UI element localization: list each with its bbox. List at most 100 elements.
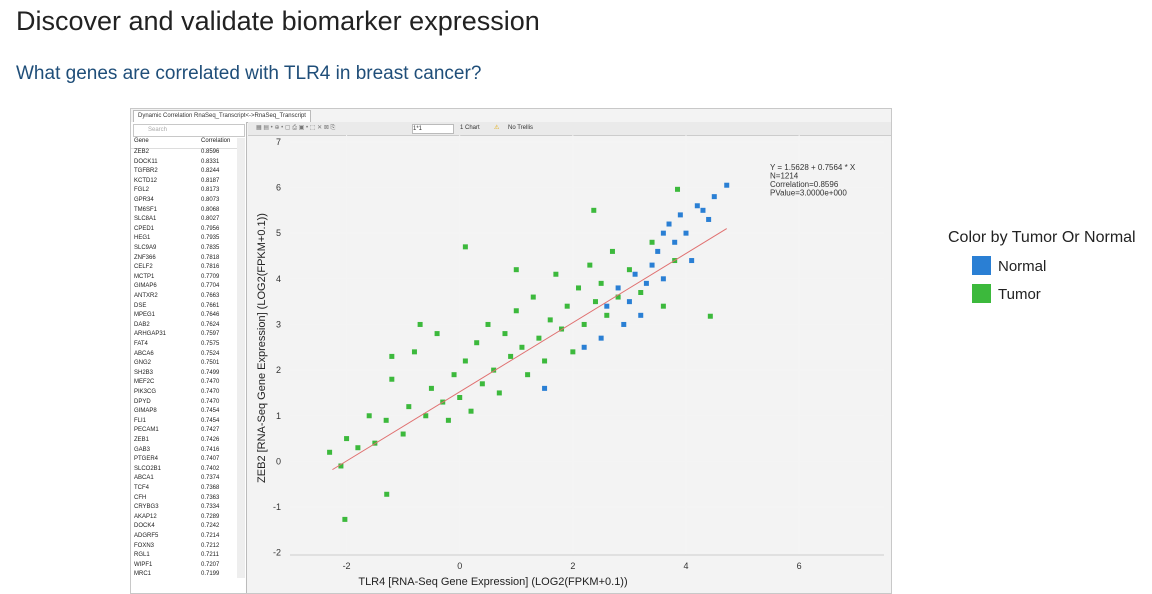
gene-cell: TGFBR2 [134, 168, 158, 175]
correlation-cell: 0.7212 [201, 542, 220, 549]
y-axis-label: ZEB2 [RNA-Seq Gene Expression] (LOG2(FPK… [256, 213, 268, 483]
table-row[interactable]: FLI1 0.7454 [131, 418, 237, 428]
table-row[interactable]: SH2B3 0.7499 [131, 370, 237, 380]
slide-subtitle: What genes are correlated with TLR4 in b… [16, 63, 482, 84]
table-row[interactable]: MEF2C 0.7470 [131, 379, 237, 389]
column-header[interactable]: Gene [134, 138, 149, 144]
table-row[interactable]: CRYBG3 0.7334 [131, 504, 237, 514]
point [530, 294, 536, 300]
gene-cell: WIPF1 [134, 561, 153, 568]
table-row[interactable]: MCTP1 0.7709 [131, 274, 237, 284]
table-row[interactable]: ZNF366 0.7818 [131, 255, 237, 265]
gene-cell: CRYBG3 [134, 504, 159, 511]
point [694, 203, 700, 209]
gene-panel: Search Gene Correlation ZEB2 0.8596 DOCK11… [131, 122, 247, 593]
scrollbar[interactable] [237, 138, 245, 578]
correlation-cell: 0.8187 [201, 177, 220, 184]
table-row[interactable]: PECAM1 0.7427 [131, 427, 237, 437]
correlation-cell: 0.7334 [201, 504, 220, 511]
table-row[interactable]: TGFBR2 0.8244 [131, 168, 237, 178]
point [542, 385, 548, 391]
table-row[interactable]: DAB2 0.7624 [131, 322, 237, 332]
table-row[interactable]: FGL2 0.8173 [131, 187, 237, 197]
table-row[interactable]: DOCK4 0.7242 [131, 523, 237, 533]
point [706, 216, 712, 222]
chart-count[interactable]: 1 Chart [460, 125, 480, 131]
correlation-cell: 0.8027 [201, 216, 220, 223]
gene-cell: SLC9A9 [134, 245, 157, 251]
gene-cell: FOXN3 [134, 542, 155, 549]
trellis[interactable]: No Trellis [508, 125, 534, 131]
table-row[interactable]: PIK3CG 0.7470 [131, 389, 237, 399]
correlation-cell: 0.8073 [201, 197, 220, 203]
table-row[interactable]: AKAP12 0.7289 [131, 514, 237, 524]
point [564, 303, 570, 309]
table-row[interactable]: FAT4 0.7575 [131, 341, 237, 351]
gene-cell: GAB3 [134, 446, 151, 453]
table-row[interactable]: MRC1 0.7199 [131, 571, 237, 581]
legend-label: Normal [998, 258, 1046, 275]
point [604, 303, 610, 309]
point [496, 390, 502, 396]
table-row[interactable]: SLC8A1 0.8027 [131, 216, 237, 226]
table-row[interactable]: MPEG1 0.7646 [131, 312, 237, 322]
table-row[interactable]: PTGER4 0.7407 [131, 456, 237, 466]
gene-cell: MEF2C [134, 379, 155, 386]
toolbar: ▦ ▤ • ⊕ • ▢ ⎙ ▣ • ⬚ ✕ ⊠ ⎘ 1*1 1 Chart ⚠ … [248, 122, 891, 136]
table-row[interactable]: GIMAP6 0.7704 [131, 283, 237, 293]
table-row[interactable]: WIPF1 0.7207 [131, 562, 237, 572]
fit-line [332, 228, 727, 471]
layout-select[interactable]: 1*1 [412, 124, 454, 134]
table-row[interactable]: DPYD 0.7470 [131, 399, 237, 409]
point [338, 463, 344, 469]
point [666, 221, 672, 227]
correlation-cell: 0.7363 [201, 494, 220, 501]
table-row[interactable]: ADGRF5 0.7214 [131, 533, 237, 543]
point [592, 299, 598, 305]
table-row[interactable]: ARHGAP31 0.7597 [131, 331, 237, 341]
table-row[interactable]: KCTD12 0.8187 [131, 178, 237, 188]
table-row[interactable]: GPR34 0.8073 [131, 197, 237, 207]
table-row[interactable]: TM6SF1 0.8068 [131, 207, 237, 217]
table-row[interactable]: GAB3 0.7416 [131, 447, 237, 457]
point [604, 312, 610, 318]
table-row[interactable]: ZEB1 0.7426 [131, 437, 237, 447]
table-row[interactable]: HEG1 0.7935 [131, 235, 237, 245]
y-tick-label: 0 [276, 456, 281, 466]
table-row[interactable]: TCF4 0.7368 [131, 485, 237, 495]
table-row[interactable]: DOCK11 0.8331 [131, 159, 237, 169]
correlation-cell: 0.7470 [201, 398, 220, 405]
table-row[interactable]: ZEB2 0.8596 [131, 149, 237, 159]
table-row[interactable]: GIMAP8 0.7454 [131, 408, 237, 418]
table-row[interactable]: FOXN3 0.7212 [131, 543, 237, 553]
gene-cell: ADGRF5 [134, 533, 159, 539]
point [632, 271, 638, 277]
point [660, 276, 666, 282]
table-row[interactable]: ABCA6 0.7524 [131, 351, 237, 361]
search-box[interactable]: Search [133, 124, 245, 137]
table-row[interactable]: CELF2 0.7816 [131, 264, 237, 274]
column-header[interactable]: Correlation [201, 138, 231, 144]
point [591, 207, 597, 213]
table-row[interactable]: RGL1 0.7211 [131, 552, 237, 562]
table-row[interactable]: SLCO2B1 0.7402 [131, 466, 237, 476]
y-tick-label: 2 [276, 365, 281, 375]
y-tick-label: 5 [276, 228, 281, 238]
annotation: Correlation=0.8596 [770, 180, 839, 189]
table-row[interactable]: CPED1 0.7956 [131, 226, 237, 236]
table-row[interactable]: GNG2 0.7501 [131, 360, 237, 370]
correlation-cell: 0.7416 [201, 446, 220, 453]
table-row[interactable]: ANTXR2 0.7663 [131, 293, 237, 303]
point [400, 431, 406, 437]
table-row[interactable]: DSE 0.7661 [131, 303, 237, 313]
table-row[interactable]: CFH 0.7363 [131, 495, 237, 505]
toolbar-icons[interactable]: ▦ ▤ • ⊕ • ▢ ⎙ ▣ • ⬚ ✕ ⊠ ⎘ [256, 125, 336, 131]
correlation-cell: 0.7374 [201, 475, 220, 482]
point [672, 239, 678, 245]
correlation-cell: 0.7454 [201, 417, 220, 424]
gene-cell: FAT4 [134, 341, 148, 347]
gene-cell: TM6SF1 [134, 206, 158, 213]
table-row[interactable]: SLC9A9 0.7835 [131, 245, 237, 255]
point [428, 385, 434, 391]
table-row[interactable]: ABCA1 0.7374 [131, 475, 237, 485]
